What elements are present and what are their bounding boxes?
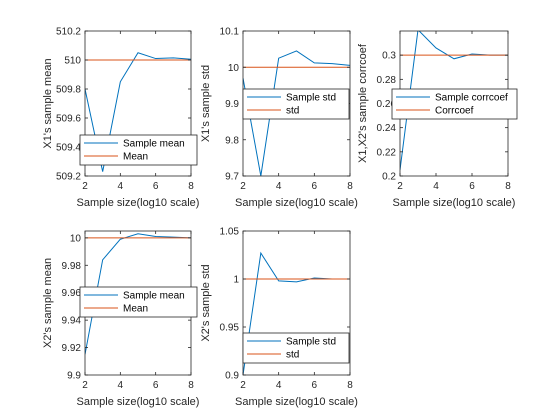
legend-entry: std (286, 106, 299, 117)
legend-entry: Sample corrcoef (435, 93, 508, 104)
x-axis-label: Sample size(log10 scale) (235, 396, 358, 408)
legend-box (242, 88, 350, 120)
x-tick-label: 8 (347, 181, 353, 192)
x-axis-label: Sample size(log10 scale) (235, 197, 358, 209)
legend-entry: Sample mean (123, 291, 185, 302)
y-tick-label: 9.7 (225, 172, 239, 183)
x-tick-label: 6 (469, 181, 475, 192)
y-tick-label: 10.1 (220, 27, 240, 38)
y-tick-label: 0.3 (382, 51, 396, 62)
x-tick-label: 2 (397, 181, 403, 192)
y-tick-label: 9.9 (67, 371, 81, 382)
x-tick-label: 6 (312, 181, 318, 192)
x-axis-label: Sample size(log10 scale) (77, 396, 200, 408)
x-tick-label: 2 (82, 380, 88, 391)
x-tick-label: 4 (276, 380, 282, 391)
y-tick-label: 9.8 (225, 135, 239, 146)
x-tick-label: 4 (276, 181, 282, 192)
y-tick-label: 0.9 (225, 371, 239, 382)
y-tick-label: 510 (64, 56, 81, 67)
y-tick-label: 1.05 (220, 227, 240, 238)
legend: Sample corrcoef Corrcoef (391, 88, 518, 120)
y-tick-label: 9.98 (62, 261, 82, 272)
y-tick-label: 0.24 (377, 123, 397, 134)
y-tick-label: 509.2 (56, 172, 81, 183)
x-tick-label: 6 (153, 181, 159, 192)
x-tick-label: 8 (188, 181, 194, 192)
x-tick-label: 4 (118, 181, 124, 192)
legend-entry: std (286, 350, 299, 361)
legend: Sample mean Mean (79, 286, 198, 318)
y-tick-label: 9.9 (225, 99, 239, 110)
legend-entry: Mean (123, 152, 148, 163)
legend: Sample mean Mean (79, 134, 198, 166)
legend-entry: Sample std (286, 337, 336, 348)
x-tick-label: 2 (240, 380, 246, 391)
y-axis-label: X1's sample mean (42, 58, 54, 148)
x-tick-label: 2 (240, 181, 246, 192)
x-tick-label: 8 (188, 380, 194, 391)
x-tick-label: 2 (82, 181, 88, 192)
x-tick-label: 8 (505, 181, 511, 192)
series-line-1 (85, 52, 191, 172)
y-tick-label: 0.95 (220, 323, 240, 334)
x-axis-label: Sample size(log10 scale) (77, 197, 200, 209)
legend-entry: Sample mean (123, 139, 185, 150)
y-axis-label: X1's sample std (200, 65, 212, 142)
y-tick-label: 0.22 (377, 147, 397, 158)
x-tick-label: 4 (433, 181, 439, 192)
legend-entry: Mean (123, 304, 148, 315)
x-tick-label: 8 (347, 380, 353, 391)
subplot-5: 2 4 6 8 0.9 0.95 1 1.05 Sample size(log10 scale)… (200, 227, 358, 409)
legend-box (79, 134, 198, 166)
x-axis-label: Sample size(log10 scale) (393, 197, 516, 209)
y-tick-label: 0.28 (377, 75, 397, 86)
legend-box (391, 88, 518, 120)
y-tick-label: 509.4 (56, 143, 81, 154)
legend: Sample std std (242, 88, 350, 120)
y-tick-label: 10 (228, 63, 240, 74)
legend-entry: Corrcoef (435, 106, 474, 117)
y-tick-label: 510.2 (56, 27, 81, 38)
legend-entry: Sample std (286, 93, 336, 104)
y-tick-label: 0.2 (382, 172, 396, 183)
y-tick-label: 0.26 (377, 99, 397, 110)
legend: Sample std std (242, 332, 350, 364)
subplot-1: 2 4 6 8 509.2 509.4 509.6 509.8 510 510.2 Sample s… (42, 27, 199, 210)
y-axis-label: X1,X2's sample corrcoef (357, 43, 369, 163)
y-axis-label: X2's sample mean (42, 258, 54, 348)
legend-box (79, 286, 198, 318)
subplot-4: 2 4 6 8 9.9 9.92 9.94 9.96 9.98 10 Sample size(log… (42, 230, 200, 408)
y-tick-label: 1 (233, 275, 239, 286)
axes-box (242, 230, 351, 376)
axes-box (84, 30, 192, 177)
x-tick-label: 4 (118, 380, 124, 391)
x-tick-label: 6 (153, 380, 159, 391)
series-line-1 (243, 50, 350, 176)
y-tick-label: 10 (70, 233, 82, 244)
x-tick-label: 6 (312, 380, 318, 391)
y-tick-label: 509.6 (56, 114, 81, 125)
y-tick-label: 509.8 (56, 85, 81, 96)
y-axis-label: X2's sample std (200, 264, 212, 341)
series-line-1 (85, 233, 191, 355)
y-tick-label: 9.92 (62, 343, 82, 354)
y-tick-label: 9.94 (62, 316, 82, 327)
subplot-2: 2 4 6 8 9.7 9.8 9.9 10 10.1 Sample size(log10 sca… (200, 27, 358, 210)
legend-box (242, 332, 350, 364)
y-tick-label: 9.96 (62, 288, 82, 299)
subplot-3: 2 4 6 8 0.2 0.22 0.24 0.26 0.28 0.3 Sample size(lo… (357, 30, 518, 209)
